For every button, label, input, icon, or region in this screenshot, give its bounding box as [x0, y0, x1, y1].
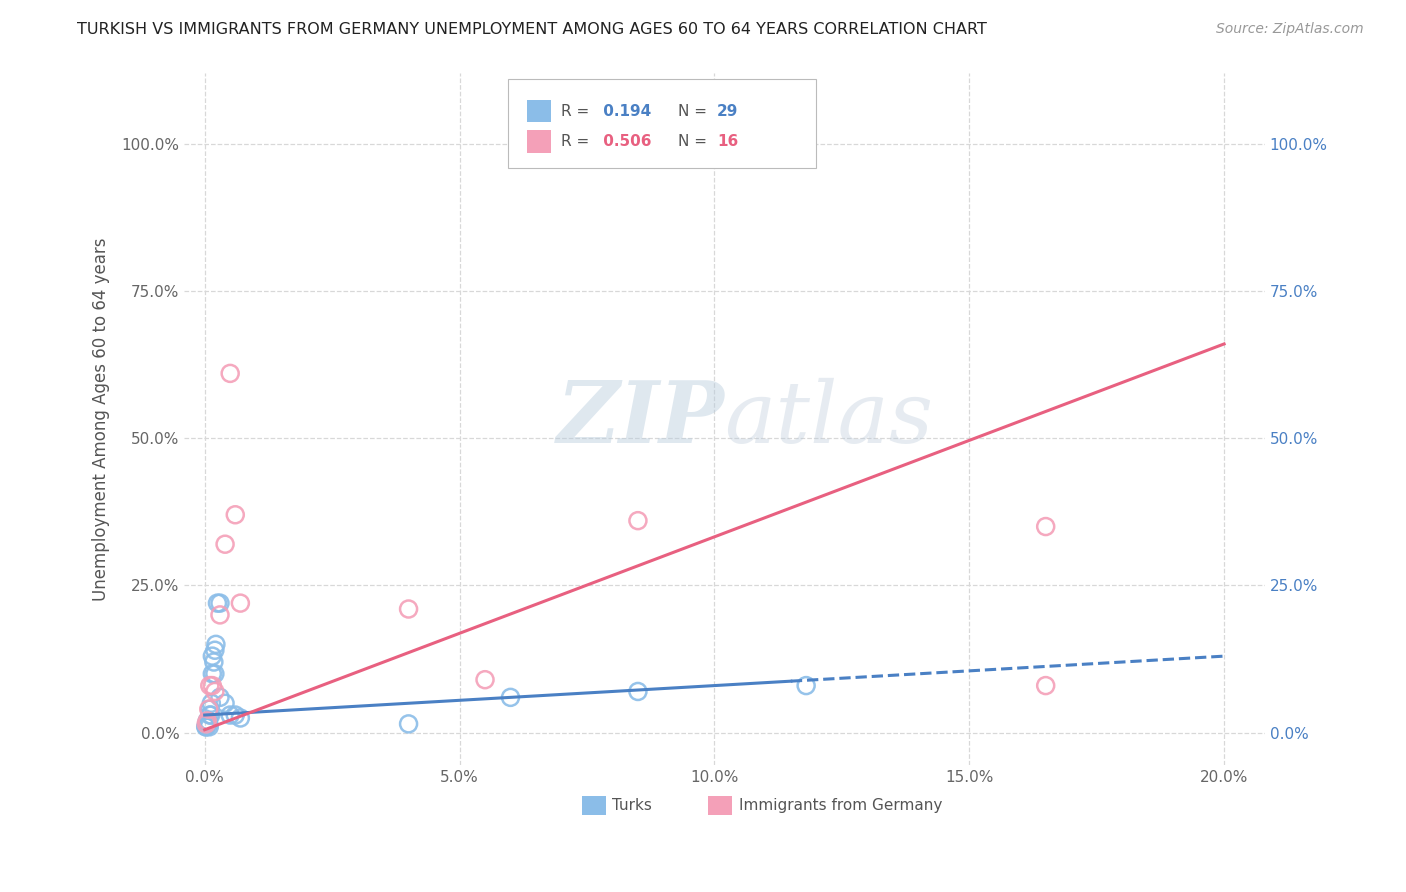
Point [208, 596, 231, 610]
Text: N =: N = [678, 103, 711, 119]
Point [229, 596, 252, 610]
Point [201, 666, 224, 681]
Point [197, 714, 219, 728]
Point [204, 643, 226, 657]
Text: 0.506: 0.506 [598, 134, 651, 149]
Point [204, 666, 226, 681]
Point [224, 508, 246, 522]
FancyBboxPatch shape [527, 130, 551, 153]
Point [224, 708, 246, 723]
Point [627, 684, 650, 698]
Point [474, 673, 496, 687]
FancyBboxPatch shape [582, 796, 606, 815]
Point [198, 702, 221, 716]
Point [208, 607, 231, 622]
FancyBboxPatch shape [527, 100, 551, 122]
Point [229, 711, 252, 725]
Point [1035, 679, 1057, 693]
Point [794, 679, 817, 693]
FancyBboxPatch shape [509, 79, 817, 168]
Point [205, 637, 228, 651]
Point [208, 690, 231, 705]
Point [204, 684, 226, 698]
Point [398, 717, 420, 731]
Point [195, 720, 218, 734]
Point [195, 714, 218, 728]
Point [197, 702, 219, 716]
Point [194, 720, 217, 734]
Text: R =: R = [561, 134, 595, 149]
Point [627, 514, 650, 528]
Text: TURKISH VS IMMIGRANTS FROM GERMANY UNEMPLOYMENT AMONG AGES 60 TO 64 YEARS CORREL: TURKISH VS IMMIGRANTS FROM GERMANY UNEMP… [77, 22, 987, 37]
Y-axis label: Unemployment Among Ages 60 to 64 years: Unemployment Among Ages 60 to 64 years [93, 237, 110, 601]
Point [207, 596, 229, 610]
Point [1035, 519, 1057, 533]
Text: 16: 16 [717, 134, 738, 149]
Point [195, 717, 218, 731]
Point [200, 696, 222, 710]
Point [200, 708, 222, 723]
Point [201, 649, 224, 664]
Point [214, 537, 236, 551]
Text: R =: R = [561, 103, 595, 119]
Point [198, 720, 221, 734]
Point [201, 679, 224, 693]
Point [195, 714, 218, 728]
Point [219, 367, 242, 381]
Point [499, 690, 522, 705]
FancyBboxPatch shape [709, 796, 733, 815]
Text: N =: N = [678, 134, 711, 149]
Point [398, 602, 420, 616]
Point [219, 708, 242, 723]
Text: 29: 29 [717, 103, 738, 119]
Point [197, 717, 219, 731]
Text: Immigrants from Germany: Immigrants from Germany [738, 797, 942, 813]
Point [198, 708, 221, 723]
Point [195, 717, 218, 731]
Text: atlas: atlas [724, 377, 934, 460]
Text: ZIP: ZIP [557, 377, 724, 461]
Point [202, 655, 225, 669]
Text: 0.194: 0.194 [598, 103, 651, 119]
Point [214, 696, 236, 710]
Point [197, 714, 219, 728]
Text: Source: ZipAtlas.com: Source: ZipAtlas.com [1216, 22, 1364, 37]
Point [198, 679, 221, 693]
Text: Turks: Turks [612, 797, 652, 813]
